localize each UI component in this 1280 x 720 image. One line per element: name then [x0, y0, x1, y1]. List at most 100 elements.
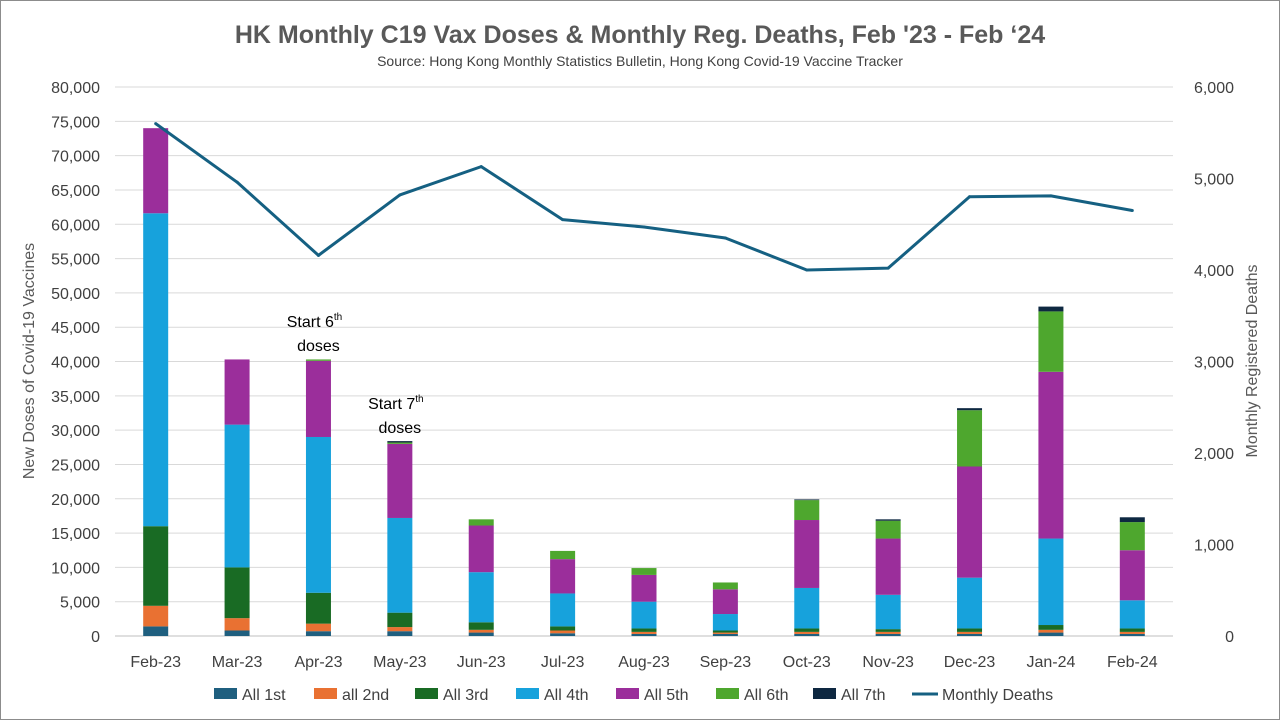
bar-segment — [957, 633, 983, 636]
bar-segment — [712, 633, 738, 636]
bar-segment — [224, 630, 250, 636]
deaths-point — [316, 253, 320, 257]
x-tick-label: Jun-23 — [457, 654, 506, 671]
y2-tick-label: 6,000 — [1194, 80, 1234, 97]
legend-swatch — [214, 688, 237, 699]
bar-segment — [631, 568, 657, 575]
bar-segment — [224, 618, 250, 631]
legend-label: All 1st — [242, 687, 286, 704]
x-tick-label: Oct-23 — [783, 654, 831, 671]
bar-segment — [1038, 632, 1064, 636]
deaths-point — [1049, 194, 1053, 198]
bar-segment — [143, 526, 169, 606]
bar-segment — [957, 408, 983, 411]
legend-label: All 4th — [544, 687, 588, 704]
x-tick-label: Aug-23 — [618, 654, 670, 671]
x-tick-label: Nov-23 — [862, 654, 914, 671]
y-tick-label: 80,000 — [51, 80, 100, 97]
y2-tick-label: 1,000 — [1194, 538, 1234, 555]
bar-segment — [305, 631, 331, 636]
bar-segment — [712, 589, 738, 615]
y-tick-label: 15,000 — [51, 526, 100, 543]
bar-segment — [712, 614, 738, 631]
deaths-point — [235, 180, 239, 184]
y2-tick-label: 2,000 — [1194, 446, 1234, 463]
bar-segment — [1038, 306, 1064, 312]
bar-segment — [1038, 371, 1064, 539]
bar-segment — [631, 628, 657, 632]
legend-swatch — [813, 688, 836, 699]
y-tick-label: 0 — [91, 629, 100, 646]
bar-segment — [957, 631, 983, 634]
bar-segment — [875, 629, 901, 632]
y-tick-label: 5,000 — [60, 595, 100, 612]
bar-segment — [305, 623, 331, 632]
y-tick-label: 25,000 — [51, 457, 100, 474]
bar-segment — [387, 517, 413, 613]
bar-segment — [1119, 633, 1145, 636]
x-tick-label: Dec-23 — [944, 654, 996, 671]
legend-swatch — [516, 688, 539, 699]
legend-swatch — [314, 688, 337, 699]
x-tick-label: Mar-23 — [212, 654, 263, 671]
y2-tick-label: 0 — [1225, 629, 1234, 646]
deaths-point — [479, 165, 483, 169]
deaths-point — [154, 122, 158, 126]
y-tick-label: 30,000 — [51, 423, 100, 440]
bar-segment — [468, 519, 494, 526]
chart-subtitle: Source: Hong Kong Monthly Statistics Bul… — [377, 53, 903, 69]
y-tick-label: 70,000 — [51, 149, 100, 166]
legend-swatch — [716, 688, 739, 699]
bar-segment — [224, 424, 250, 568]
bar-segment — [550, 633, 576, 636]
bar-segment — [305, 359, 331, 361]
bar-segment — [387, 612, 413, 628]
bar-segment — [794, 631, 820, 634]
bar-segment — [631, 601, 657, 629]
bar-segment — [143, 605, 169, 627]
x-tick-label: Jan-24 — [1026, 654, 1075, 671]
annotation-line1: Start 6th — [287, 312, 342, 331]
legend-label: All 3rd — [443, 687, 488, 704]
bar-segment — [305, 592, 331, 624]
y-tick-label: 20,000 — [51, 492, 100, 509]
legend-swatch — [616, 688, 639, 699]
y2-tick-label: 3,000 — [1194, 355, 1234, 372]
legend-label: All 6th — [744, 687, 788, 704]
annotation-line2: doses — [378, 420, 421, 437]
deaths-point — [886, 266, 890, 270]
x-tick-label: May-23 — [373, 654, 426, 671]
bar-segment — [468, 629, 494, 633]
bar-segment — [1119, 600, 1145, 629]
bar-segment — [957, 410, 983, 467]
bar-segment — [712, 630, 738, 633]
bar-segment — [631, 633, 657, 636]
bar-segment — [1119, 631, 1145, 634]
y-tick-label: 60,000 — [51, 217, 100, 234]
chart-title: HK Monthly C19 Vax Doses & Monthly Reg. … — [235, 21, 1045, 49]
bar-segment — [550, 559, 576, 594]
annotation-line2: doses — [297, 338, 340, 355]
bar-segment — [224, 359, 250, 425]
bar-segment — [550, 630, 576, 634]
bar-segment — [387, 631, 413, 636]
x-tick-label: Feb-24 — [1107, 654, 1158, 671]
bar-segment — [712, 582, 738, 590]
bar-segment — [875, 520, 901, 539]
bar-segment — [143, 626, 169, 636]
bar-segment — [305, 360, 331, 437]
x-tick-label: Feb-23 — [130, 654, 181, 671]
bar-segment — [387, 442, 413, 444]
deaths-point — [398, 193, 402, 197]
bar-segment — [957, 466, 983, 578]
y-tick-label: 35,000 — [51, 389, 100, 406]
bar-segment — [143, 128, 169, 214]
bar-segment — [794, 633, 820, 636]
bar-segment — [794, 499, 820, 501]
bar-segment — [1119, 628, 1145, 632]
bar-segment — [1038, 625, 1064, 630]
deaths-line — [154, 122, 1133, 272]
y2-tick-label: 4,000 — [1194, 263, 1234, 280]
bar-segment — [1119, 517, 1145, 523]
